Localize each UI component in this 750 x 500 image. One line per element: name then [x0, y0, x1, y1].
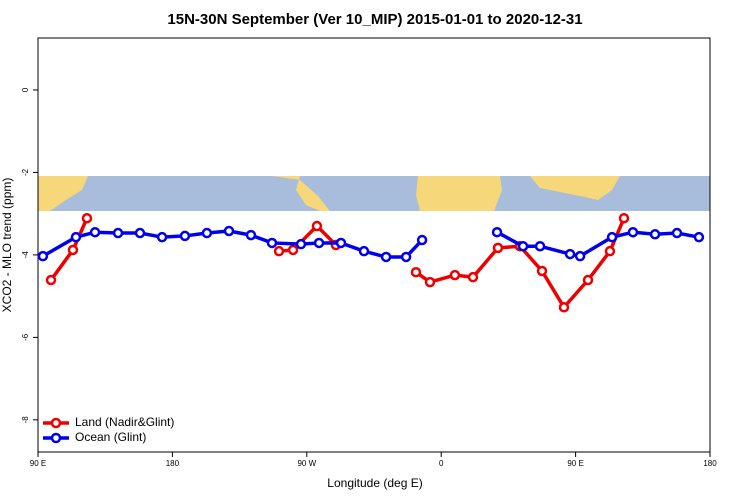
point — [582, 274, 594, 286]
point — [618, 212, 630, 224]
point — [424, 276, 436, 288]
point — [536, 265, 548, 277]
point — [649, 229, 661, 240]
point — [287, 244, 299, 256]
y-axis-label: XCO2 - MLO trend (ppm) — [0, 178, 14, 313]
point — [179, 230, 191, 242]
x-tick-label: 90 W — [297, 459, 316, 468]
x-tick-label: 180 — [703, 459, 717, 468]
x-tick-label: 180 — [166, 459, 180, 468]
point — [491, 226, 503, 238]
point — [156, 231, 168, 243]
point — [201, 227, 213, 239]
point — [410, 266, 422, 278]
legend-marker — [50, 417, 62, 429]
point — [37, 250, 49, 262]
point — [45, 274, 57, 286]
point — [534, 240, 546, 252]
point — [492, 242, 504, 254]
point — [558, 302, 570, 313]
y-tick-label: 0 — [21, 87, 30, 92]
point — [517, 240, 529, 252]
point — [671, 227, 683, 239]
point — [606, 231, 618, 243]
legend-label: Ocean (Glint) — [75, 430, 146, 444]
point — [266, 237, 278, 249]
chart-title: 15N-30N September (Ver 10_MIP) 2015-01-0… — [167, 11, 582, 28]
point — [89, 226, 101, 238]
plot-frame — [37, 37, 711, 453]
point — [112, 227, 124, 239]
point — [134, 227, 146, 239]
point — [245, 229, 257, 241]
point — [295, 238, 307, 250]
point — [400, 251, 412, 263]
legend-label: Land (Nadir&Glint) — [75, 415, 174, 429]
point — [574, 250, 586, 262]
point — [380, 251, 392, 263]
x-tick-label: 90 E — [30, 459, 46, 468]
point — [311, 220, 323, 232]
point — [313, 237, 325, 249]
point — [449, 269, 461, 281]
y-tick-label: -8 — [21, 416, 30, 424]
point — [70, 231, 82, 243]
point — [273, 245, 285, 257]
x-tick-label: 0 — [439, 459, 444, 468]
point — [416, 234, 428, 246]
x-axis-label: Longitude (deg E) — [327, 476, 422, 490]
y-tick-label: -2 — [21, 168, 30, 176]
x-tick-label: 90 E — [567, 459, 583, 468]
point — [693, 231, 705, 243]
point — [467, 271, 479, 283]
map-strip — [38, 176, 710, 211]
point — [81, 212, 93, 224]
legend-marker — [50, 432, 62, 444]
point — [564, 248, 576, 260]
point — [223, 225, 235, 237]
y-tick-label: -4 — [21, 251, 30, 259]
point — [67, 244, 79, 256]
y-tick-label: -6 — [21, 333, 30, 341]
point — [604, 245, 616, 257]
point — [358, 245, 370, 257]
point — [335, 237, 347, 249]
point — [627, 226, 639, 238]
